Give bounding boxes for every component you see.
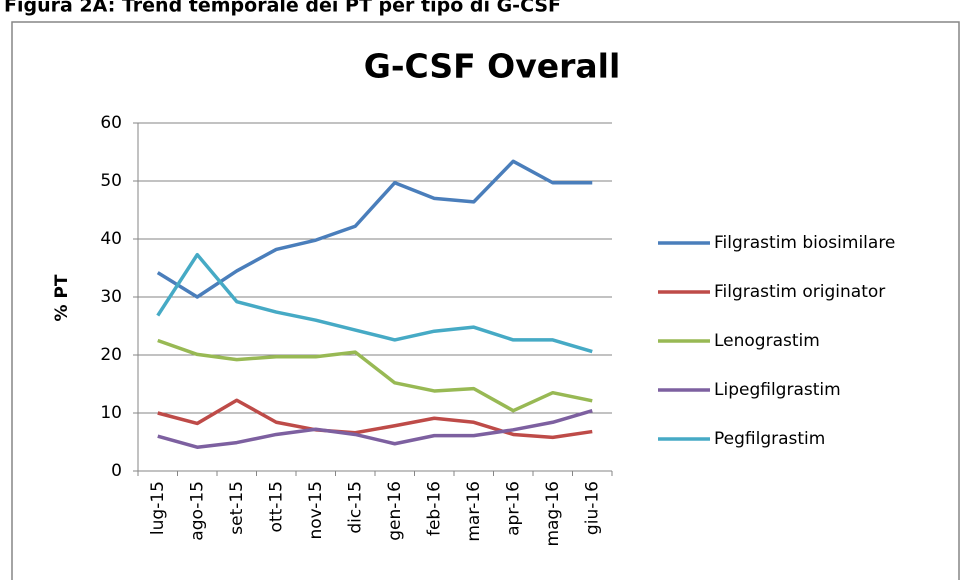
y-tick-label: 30 [100,287,122,307]
chart-title: G-CSF Overall [364,47,621,86]
x-tick-label: apr-16 [503,481,523,536]
legend-label: Filgrastim biosimilare [714,233,895,253]
legend-label: Lenograstim [714,331,820,351]
x-tick-label: mag-16 [543,481,563,547]
x-tick-label: lug-15 [148,481,168,535]
y-tick-label: 40 [100,229,122,249]
y-tick-label: 60 [100,113,122,133]
x-tick-label: ago-15 [187,481,207,541]
legend-label: Lipegfilgrastim [714,380,841,400]
x-tick-label: gen-16 [385,481,405,541]
y-tick-label: 0 [111,461,122,481]
x-tick-label: set-15 [227,481,247,535]
series-line [156,159,593,299]
chart-frame [11,21,960,580]
y-tick-label: 50 [100,171,122,191]
legend-label: Filgrastim originator [714,282,885,302]
x-tick-label: dic-15 [345,481,365,534]
x-tick-label: giu-16 [582,481,602,535]
x-tick-label: ott-15 [266,481,286,533]
series-line [157,338,593,413]
x-tick-label: feb-16 [424,481,444,536]
series-line [156,252,593,354]
y-axis-label: % PT [52,274,72,321]
series-line [157,409,593,449]
series-line [157,398,593,440]
y-tick-label: 10 [100,403,122,423]
x-tick-label: nov-15 [306,481,326,540]
y-tick-label: 20 [100,345,122,365]
legend-label: Pegfilgrastim [714,429,825,449]
x-tick-label: mar-16 [464,481,484,542]
caption: Figura 2A: Trend temporale dei PT per ti… [4,0,561,17]
